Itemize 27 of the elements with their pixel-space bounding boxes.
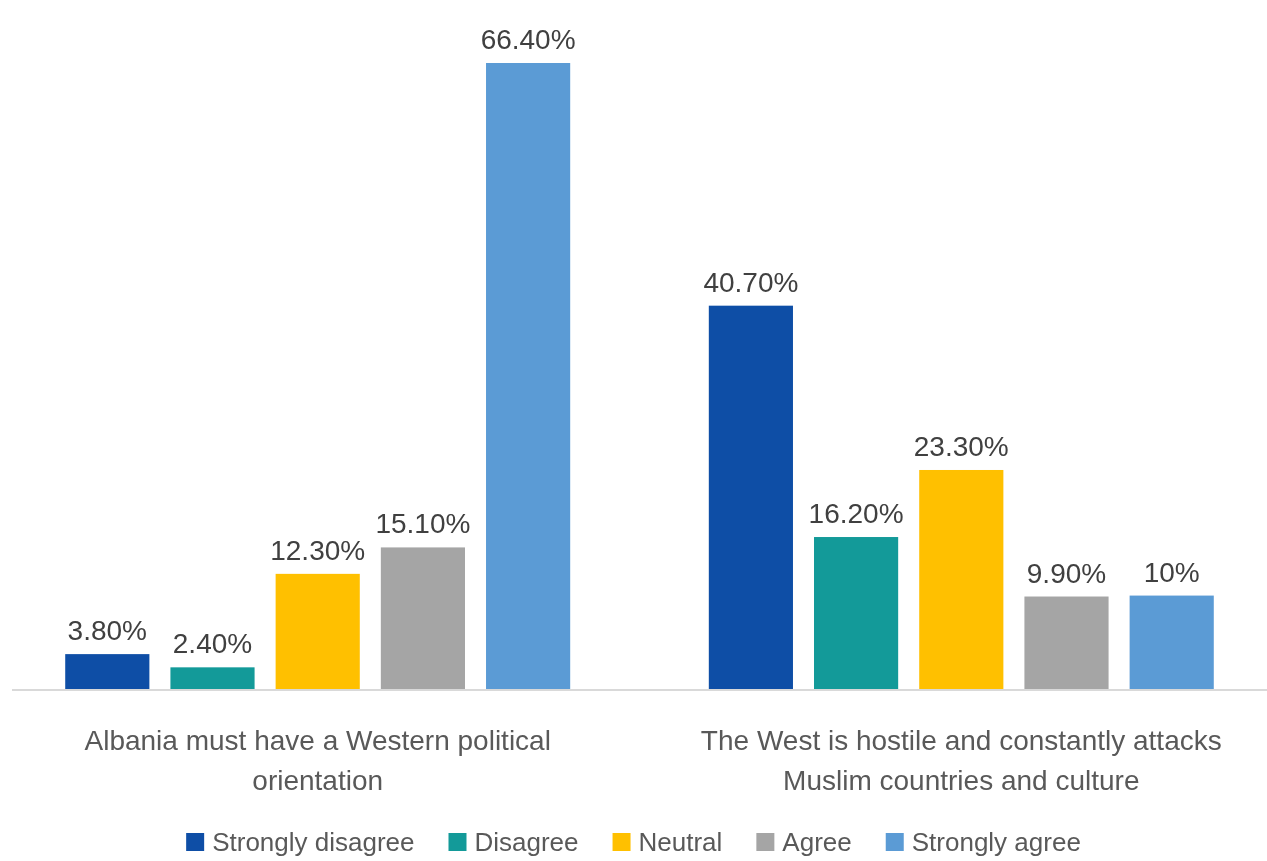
bar (1024, 596, 1109, 690)
bar (65, 654, 150, 690)
data-label: 3.80% (67, 615, 147, 647)
legend-label: Strongly disagree (212, 827, 415, 857)
bar (170, 667, 255, 690)
x-tick-label: Albania must have a Western political orientation (84, 725, 551, 796)
bar (814, 537, 899, 690)
legend-label: Disagree (474, 827, 579, 857)
bar (275, 573, 360, 690)
data-label: 15.10% (375, 508, 471, 540)
data-label: 9.90% (1026, 557, 1107, 589)
data-label: 10% (1143, 556, 1200, 588)
bar (1129, 595, 1214, 690)
bar (919, 469, 1004, 690)
legend-label: Agree (782, 827, 852, 857)
data-label: 16.20% (808, 498, 904, 530)
bar (380, 547, 465, 690)
bar (708, 305, 793, 690)
bar (486, 63, 571, 690)
data-label: 66.40% (480, 24, 576, 55)
legend-label: Strongly agree (911, 827, 1081, 857)
data-label: 40.70% (703, 266, 799, 298)
legend-label: Neutral (638, 827, 723, 857)
data-label: 23.30% (913, 430, 1009, 462)
x-tick-label: The West is hostile and constantly attacks Muslim countries and culture (700, 725, 1222, 796)
data-label: 12.30% (270, 534, 366, 566)
data-label: 2.40% (172, 628, 253, 660)
